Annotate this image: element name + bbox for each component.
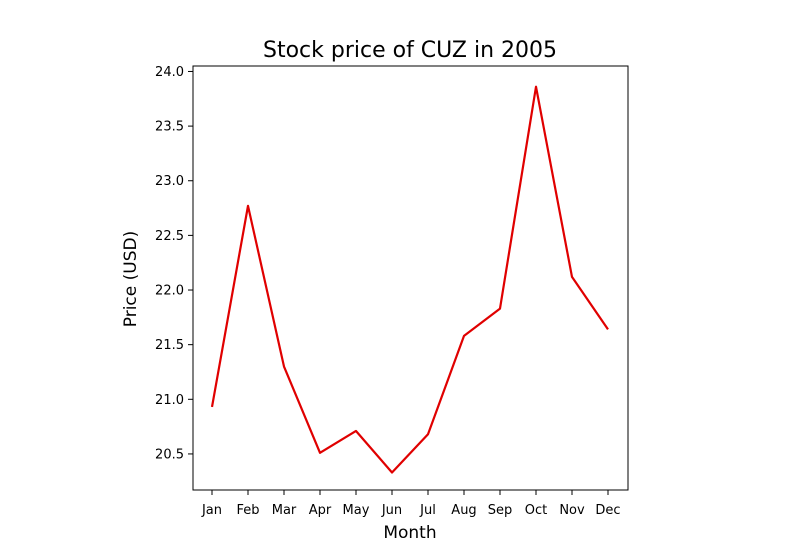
y-tick-label: 21.5: [155, 338, 184, 353]
x-tick-label: Mar: [272, 503, 297, 518]
y-axis-label: Price (USD): [121, 231, 141, 327]
y-tick-label: 22.0: [155, 284, 184, 299]
x-tick-label: Aug: [451, 503, 476, 518]
plot-area: 20.5 21.0 21.5 22.0 22.5 23.0 23.5 24.0 Jan Feb Ma…: [155, 65, 628, 518]
x-tick-label: Jul: [419, 503, 436, 518]
series-line: [212, 87, 608, 473]
y-tick-label: 22.5: [155, 229, 184, 244]
y-tick-label: 21.0: [155, 393, 184, 408]
x-tick-label: Nov: [559, 503, 585, 518]
x-axis-label: Month: [383, 523, 436, 543]
chart-title: Stock price of CUZ in 2005: [263, 38, 557, 63]
x-tick-label: Dec: [595, 503, 620, 518]
y-tick-label: 23.0: [155, 174, 184, 189]
x-tick-label: Jun: [381, 503, 402, 518]
x-tick-label: Jan: [201, 503, 222, 518]
y-tick-label: 20.5: [155, 447, 184, 462]
y-tick-label: 23.5: [155, 120, 184, 135]
x-tick-label: Oct: [525, 503, 547, 518]
x-tick-label: Sep: [488, 503, 513, 518]
plot-frame: [193, 66, 628, 490]
y-tick-label: 24.0: [155, 65, 184, 80]
x-tick-label: Feb: [236, 503, 259, 518]
x-tick-label: Apr: [309, 503, 332, 518]
x-tick-label: May: [343, 503, 370, 518]
